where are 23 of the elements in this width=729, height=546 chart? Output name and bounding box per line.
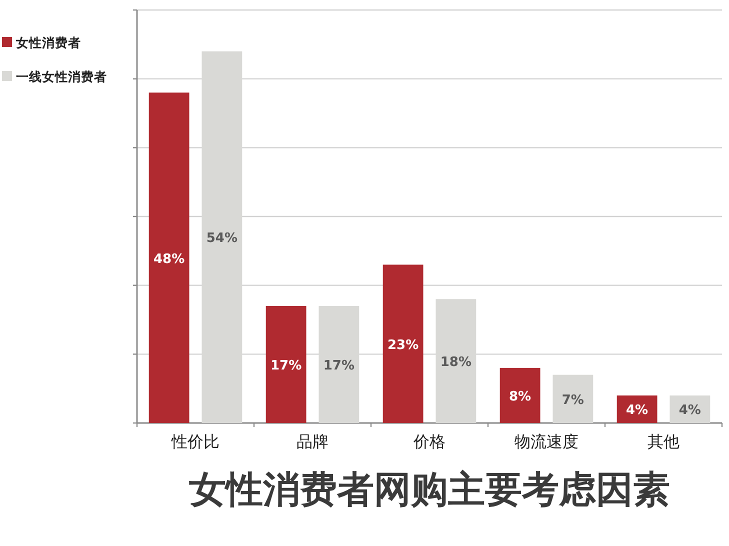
data-label: 18% — [440, 355, 472, 370]
x-tick-label: 价格 — [412, 432, 446, 451]
data-label: 48% — [153, 252, 185, 267]
bar — [266, 306, 306, 423]
x-tick-label: 品牌 — [296, 432, 328, 451]
data-label: 17% — [323, 358, 355, 374]
bar — [382, 264, 424, 423]
legend-label: 一线女性消费者 — [16, 69, 107, 84]
data-label: 23% — [387, 338, 419, 353]
legend-label: 女性消费者 — [15, 35, 81, 50]
data-label: 4% — [626, 403, 648, 418]
text: 女性消费者网购主要考虑因素 — [189, 468, 670, 511]
data-label: 17% — [270, 358, 302, 374]
bar — [148, 92, 190, 423]
data-label: 4% — [678, 403, 701, 418]
data-label: 8% — [509, 389, 532, 404]
data-label: 54% — [206, 231, 238, 246]
bar — [552, 374, 594, 423]
x-tick-label: 物流速度 — [514, 432, 578, 451]
data-label: 7% — [562, 392, 584, 408]
x-tick-label: 性价比 — [170, 432, 220, 451]
x-tick-label: 其他 — [648, 432, 680, 451]
bar — [500, 368, 540, 423]
